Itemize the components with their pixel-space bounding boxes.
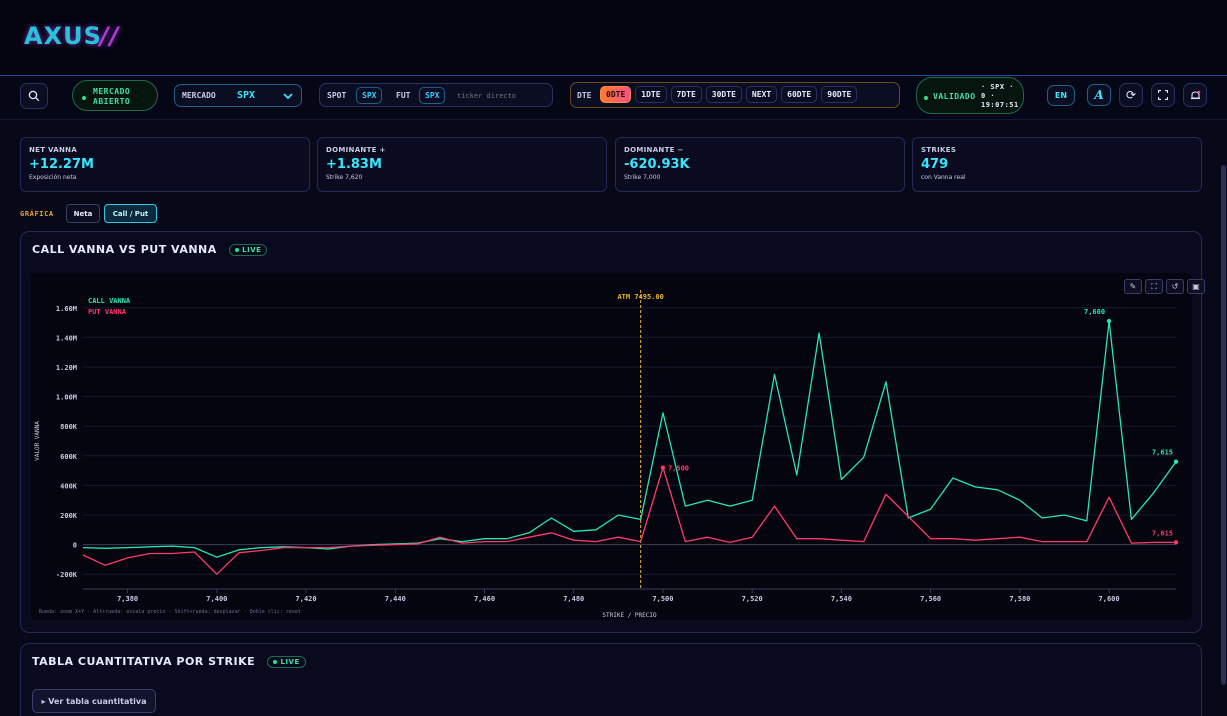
- y-tick-label: 800K: [60, 423, 78, 431]
- fut-chip[interactable]: SPX: [419, 87, 446, 104]
- x-tick-label: 7,380: [117, 595, 138, 603]
- search-button[interactable]: [20, 83, 48, 109]
- dte-option-0dte[interactable]: 0DTE: [600, 86, 632, 103]
- x-tick-label: 7,560: [920, 595, 941, 603]
- bell-icon: [1190, 90, 1200, 99]
- chart-modebar: ✎ ⛶ ↺ ▣: [1124, 279, 1205, 294]
- y-tick-label: 200K: [60, 512, 78, 520]
- dte-option-60dte[interactable]: 60DTE: [781, 86, 818, 103]
- x-tick-label: 7,600: [1099, 595, 1120, 603]
- annotation-point: [1173, 540, 1179, 545]
- axus-logo[interactable]: AXUS//: [24, 22, 120, 50]
- y-tick-label: 1.40M: [56, 334, 77, 342]
- refresh-button[interactable]: ⟳: [1119, 83, 1143, 107]
- fullscreen-icon: [1158, 90, 1168, 100]
- atm-label: ATM 7495.00: [617, 293, 663, 301]
- annotation-label: 7,600: [1084, 308, 1105, 316]
- language-button[interactable]: EN: [1047, 85, 1075, 106]
- table-panel-title: TABLA CUANTITATIVA POR STRIKE LIVE: [32, 655, 306, 668]
- y-tick-label: 400K: [60, 482, 78, 490]
- grafica-label: GRÁFICA: [20, 210, 54, 218]
- legend-item: PUT VANNA: [88, 308, 127, 316]
- y-tick-label: 1.60M: [56, 305, 77, 313]
- y-tick-label: 1.00M: [56, 394, 77, 402]
- legend-item: CALL VANNA: [88, 297, 131, 305]
- dte-option-next[interactable]: NEXT: [745, 86, 778, 103]
- market-select[interactable]: MERCADO SPX: [174, 84, 302, 107]
- y-tick-label: -200K: [56, 571, 78, 579]
- y-axis-title: VALOR VANNA: [34, 421, 41, 461]
- fullscreen-button[interactable]: [1151, 83, 1175, 107]
- x-tick-label: 7,460: [474, 595, 495, 603]
- font-button[interactable]: A: [1087, 84, 1111, 106]
- y-tick-label: 600K: [60, 453, 78, 461]
- x-tick-label: 7,400: [206, 595, 227, 603]
- status-dot: [82, 95, 86, 100]
- x-axis-title: STRIKE / PRECIO: [602, 612, 657, 619]
- notifications-button[interactable]: [1183, 83, 1207, 107]
- annotation-label: 7,615: [1152, 529, 1173, 537]
- toggle-call-put[interactable]: Call / Put: [104, 204, 157, 223]
- refresh-icon: ⟳: [1125, 88, 1137, 102]
- annotation-label: 7,615: [1152, 449, 1173, 457]
- x-tick-label: 7,520: [742, 595, 763, 603]
- x-tick-label: 7,580: [1009, 595, 1030, 603]
- card-strikes: STRIKES 479 con Vanna real: [912, 137, 1202, 192]
- card-net-vanna: NET VANNA +12.27M Exposición neta: [20, 137, 310, 192]
- card-dominant-negative: DOMINANTE − -620.93K Strike 7,000: [615, 137, 905, 192]
- page-scrollbar[interactable]: [1221, 165, 1226, 685]
- annotation-label: 7,500: [668, 465, 689, 473]
- annotation-point: [1173, 459, 1179, 464]
- chart-area[interactable]: 1.60M 1.40M 1.20M 1.00M 800K 600K 400K 200K 0 -20…: [31, 273, 1205, 620]
- x-tick-label: 7,440: [385, 595, 406, 603]
- table-panel: TABLA CUANTITATIVA POR STRIKE LIVE ▸ Ver…: [20, 643, 1202, 716]
- search-icon: [28, 90, 40, 102]
- x-tick-label: 7,500: [652, 595, 673, 603]
- dte-option-90dte[interactable]: 90DTE: [821, 86, 858, 103]
- camera-icon[interactable]: ▣: [1187, 279, 1205, 294]
- market-status-badge: MERCADO ABIERTO: [72, 80, 158, 111]
- spot-chip[interactable]: SPX: [356, 87, 383, 104]
- draw-icon[interactable]: ✎: [1124, 279, 1142, 294]
- top-bar: AXUS//: [0, 0, 1227, 76]
- dte-selector: DTE 0DTE 1DTE 7DTE 30DTE NEXT 60DTE 90DTE: [570, 82, 900, 108]
- put-vanna-line: [82, 466, 1176, 575]
- validated-badge: VALIDADO · SPX · 0 · 19:07:51: [916, 77, 1024, 114]
- call-vanna-line: [82, 320, 1177, 558]
- card-dominant-positive: DOMINANTE + +1.83M Strike 7,620: [317, 137, 607, 192]
- dte-option-1dte[interactable]: 1DTE: [635, 86, 667, 103]
- ticker-input[interactable]: [457, 88, 549, 103]
- annotation-point: [660, 465, 666, 470]
- vanna-chart[interactable]: 1.60M 1.40M 1.20M 1.00M 800K 600K 400K 200K 0 -20…: [31, 273, 1192, 620]
- x-tick-label: 7,480: [563, 595, 584, 603]
- autoscale-icon[interactable]: ⛶: [1145, 279, 1163, 294]
- toolbar: MERCADO ABIERTO MERCADO SPX SPOT SPX FUT…: [0, 76, 1227, 120]
- live-badge: LIVE: [229, 244, 268, 256]
- dte-option-30dte[interactable]: 30DTE: [705, 86, 742, 103]
- spot-fut-group: SPOT SPX FUT SPX: [319, 83, 553, 107]
- chart-panel-title: CALL VANNA VS PUT VANNA LIVE: [32, 243, 268, 256]
- chevron-down-icon: [283, 93, 293, 100]
- live-badge: LIVE: [267, 656, 306, 668]
- annotation-point: [1106, 318, 1112, 324]
- show-table-button[interactable]: ▸ Ver tabla cuantitativa: [32, 689, 156, 713]
- dte-option-7dte[interactable]: 7DTE: [670, 86, 702, 103]
- x-tick-label: 7,420: [296, 595, 317, 603]
- chart-hint: Rueda: zoom X+Y · Alt+rueda: escala prec…: [39, 609, 301, 615]
- y-tick-label: 0: [73, 542, 77, 550]
- reset-icon[interactable]: ↺: [1166, 279, 1184, 294]
- x-tick-label: 7,540: [831, 595, 852, 603]
- y-tick-label: 1.20M: [56, 364, 77, 372]
- toggle-neta[interactable]: Neta: [66, 204, 100, 223]
